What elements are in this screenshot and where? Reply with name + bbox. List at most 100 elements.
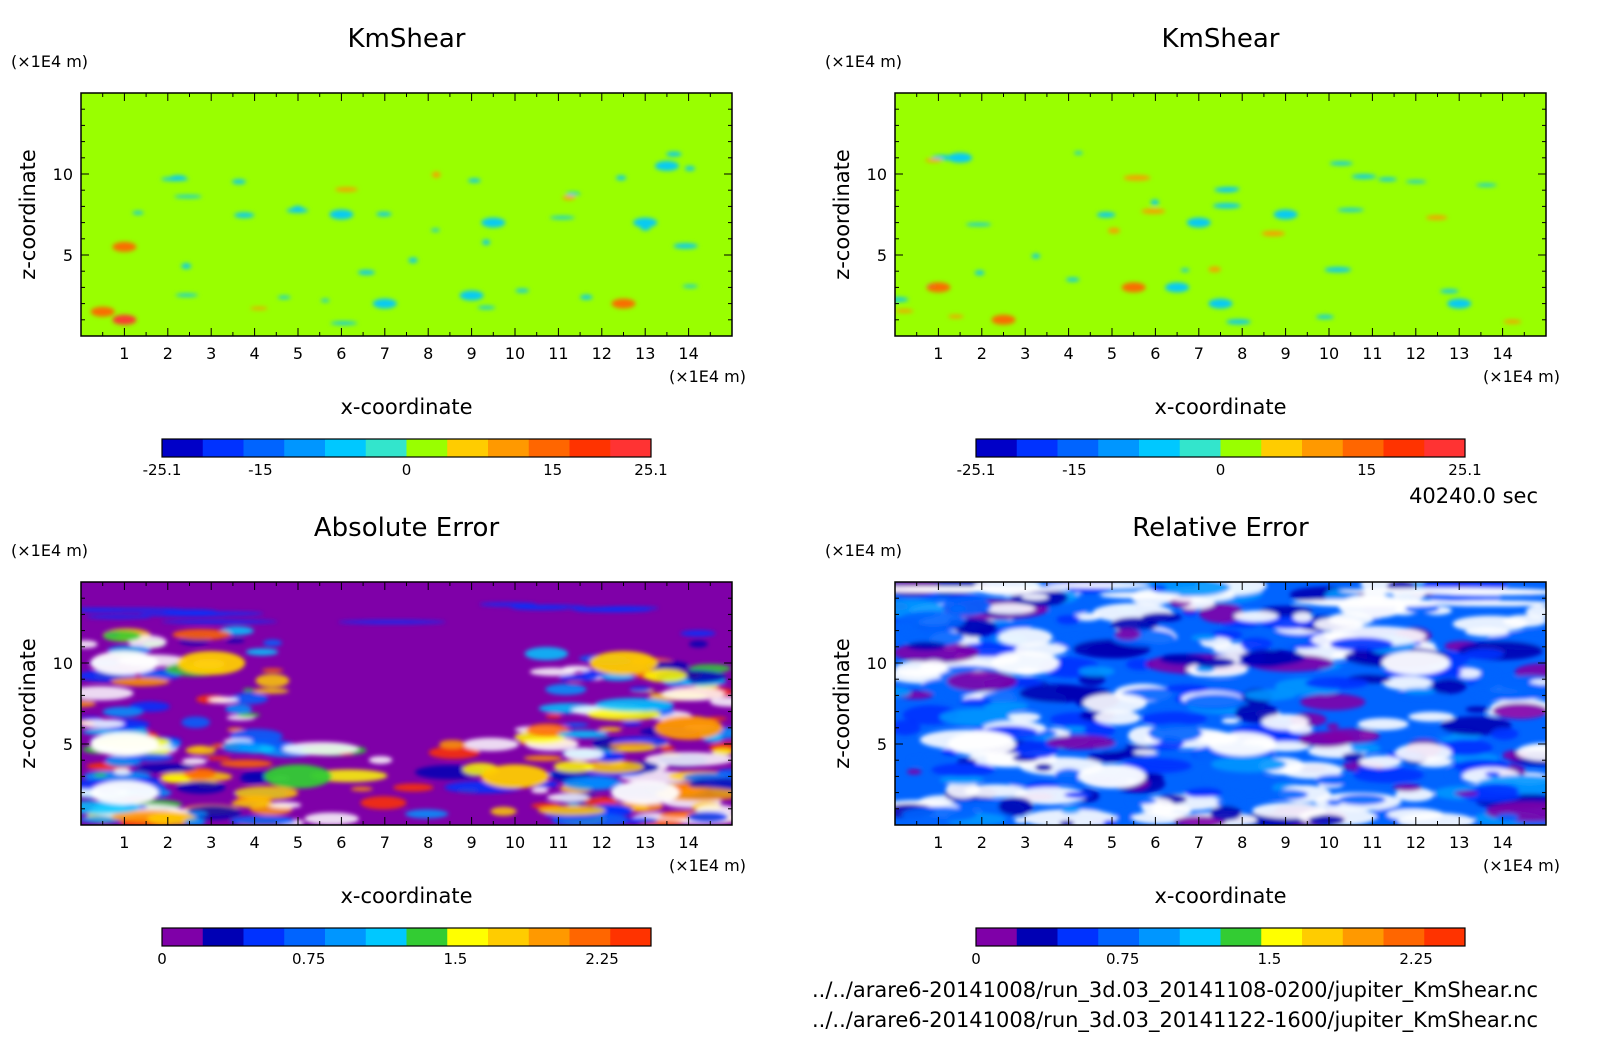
contour-blob: [580, 294, 593, 300]
colorbar-swatch: [1057, 439, 1099, 457]
x-tick-label: 7: [380, 833, 390, 852]
x-tick-label: 11: [1362, 344, 1382, 363]
contour-blob: [602, 606, 659, 611]
colorbar-swatch: [325, 928, 367, 946]
contour-blob: [360, 796, 407, 810]
field-background: [81, 93, 732, 336]
contour-blob: [1148, 723, 1203, 743]
x-tick-label: 4: [1064, 344, 1074, 363]
contour-blob: [1094, 710, 1141, 725]
contour-feature: [329, 209, 354, 220]
contour-blob: [1062, 726, 1086, 732]
contour-blob: [563, 747, 604, 761]
colorbar-label: -15: [1062, 461, 1087, 479]
colorbar-swatch: [1016, 439, 1058, 457]
x-tick-label: 8: [1237, 833, 1247, 852]
contour-feature: [372, 298, 397, 309]
contour-blob: [368, 756, 393, 764]
contour-blob: [1191, 634, 1217, 642]
colorbar-label: 1.5: [1257, 950, 1281, 968]
contour-blob: [277, 295, 291, 299]
contour-blobs: [895, 582, 1546, 825]
contour-blob: [948, 314, 964, 319]
contour-blob: [439, 739, 466, 749]
x-tick-label: 5: [293, 344, 303, 363]
field-background: [895, 93, 1546, 336]
colorbar-swatch: [406, 439, 448, 457]
contour-blob: [984, 603, 1036, 615]
contour-field: [81, 582, 732, 825]
contour-blob: [687, 811, 729, 823]
contour-blob: [515, 288, 529, 293]
contour-blob: [408, 257, 418, 264]
contour-blob: [895, 661, 940, 678]
contour-blob: [1220, 775, 1278, 794]
contour-blob: [82, 608, 185, 613]
contour-blob: [660, 746, 675, 751]
x-tick-label: 13: [635, 833, 655, 852]
contour-feature: [90, 306, 115, 317]
contour-blob: [219, 759, 273, 768]
contour-blob: [1198, 603, 1244, 624]
colorbar-swatch: [202, 439, 244, 457]
contour-blob: [906, 768, 922, 775]
contour-blob: [1392, 783, 1423, 792]
x-tick-label: 14: [1492, 833, 1512, 852]
colorbar-swatch: [162, 439, 204, 457]
contour-blob: [1337, 208, 1364, 212]
colorbar-label: 2.25: [1399, 950, 1432, 968]
contour-blob: [125, 753, 174, 762]
contour-blob: [1342, 752, 1366, 762]
colorbar-swatch: [1383, 439, 1425, 457]
contour-blob: [1165, 684, 1209, 693]
contour-blob: [558, 674, 599, 682]
contour-blob: [335, 187, 358, 192]
colorbar-swatch: [569, 439, 611, 457]
contour-blob: [81, 719, 125, 729]
contour-blob: [1103, 819, 1118, 825]
contour-blob: [1015, 739, 1059, 759]
contour-feature: [112, 314, 137, 325]
colorbar-swatch: [365, 439, 407, 457]
contour-blob: [490, 806, 517, 816]
contour-blob: [895, 720, 921, 736]
contour-blob: [524, 647, 569, 661]
x-tick-label: 10: [1319, 833, 1339, 852]
contour-blob: [1405, 180, 1427, 184]
contour-blob: [673, 243, 698, 249]
contour-blob: [81, 640, 98, 649]
colorbar-swatch: [1302, 928, 1344, 946]
contour-blob: [468, 178, 481, 183]
contour-blob: [1329, 161, 1353, 166]
contour-blob: [531, 787, 549, 794]
contour-blob: [93, 773, 107, 778]
colorbar-swatch: [1424, 928, 1466, 946]
contour-blob: [1240, 637, 1273, 651]
contour-blob: [136, 763, 196, 773]
contour-blob: [682, 284, 698, 288]
contour-feature: [654, 160, 679, 171]
contour-blob: [1503, 614, 1546, 628]
contour-blob: [990, 621, 1032, 630]
contour-blob: [1060, 805, 1081, 814]
colorbar-swatch: [1098, 928, 1140, 946]
contour-blob: [1473, 783, 1519, 798]
contour-blob: [230, 815, 296, 825]
colorbar-label: 0.75: [292, 950, 325, 968]
contour-blob: [462, 737, 519, 751]
contour-blob: [231, 798, 273, 808]
y-unit-label: (×1E4 m): [825, 52, 902, 71]
contour-blob: [631, 804, 649, 811]
contour-blob: [908, 756, 955, 766]
contour-blob: [1141, 711, 1207, 726]
x-tick-label: 6: [1150, 833, 1160, 852]
contour-blob: [1305, 676, 1369, 690]
colorbar-swatch: [1179, 439, 1221, 457]
y-axis-label: z-coordinate: [16, 638, 40, 769]
contour-blob: [1300, 693, 1366, 711]
x-tick-label: 11: [1362, 833, 1382, 852]
contour-blob: [600, 673, 636, 681]
panel-title: KmShear: [348, 24, 466, 54]
x-tick-label: 3: [1020, 833, 1030, 852]
